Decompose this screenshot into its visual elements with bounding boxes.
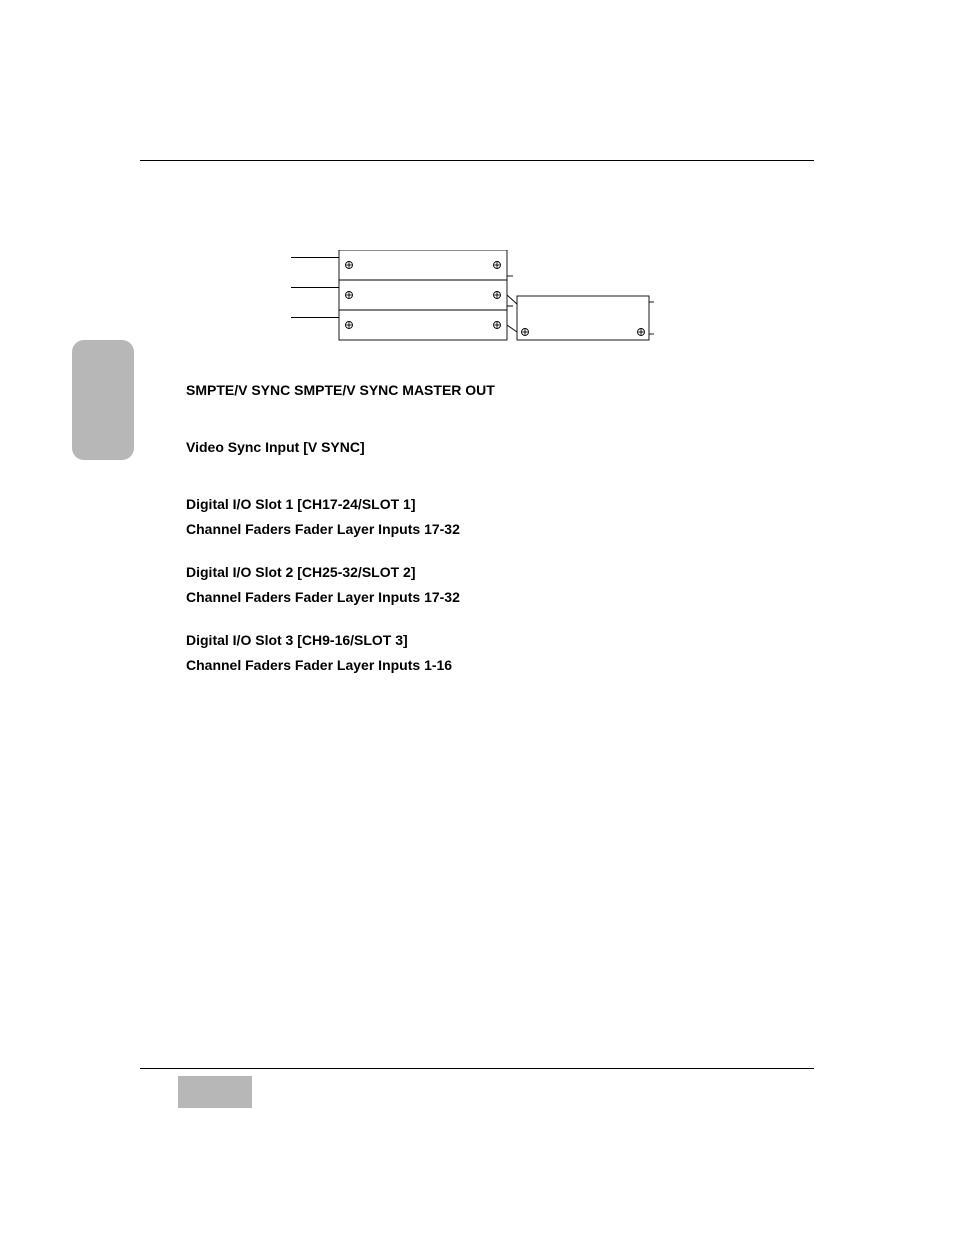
bold-smpte-1: SMPTE/V SYNC [186,382,290,398]
vsync-label: Video Sync Input [V SYNC] [186,437,768,458]
bottom-rule [140,1068,814,1069]
slot2-desc: Channel Faders Fader Layer Inputs 17-32 [186,587,768,608]
slot1-label: Digital I/O Slot 1 [CH17-24/SLOT 1] [186,494,768,515]
rack-diagram [287,250,667,350]
bold-channel-faders: Channel Faders [186,657,291,673]
bold-master-out: MASTER OUT [402,382,495,398]
para-smpte: SMPTE/V SYNC SMPTE/V SYNC MASTER OUT [186,380,768,401]
content-area: SMPTE/V SYNC SMPTE/V SYNC MASTER OUT Vid… [186,170,768,676]
document-page: SMPTE/V SYNC SMPTE/V SYNC MASTER OUT Vid… [0,0,954,1235]
slot1-desc: Channel Faders Fader Layer Inputs 17-32 [186,519,768,540]
bold-fader-layer: Fader Layer Inputs 17-32 [295,589,460,605]
bold-channel-faders: Channel Faders [186,521,291,537]
bold-channel-faders: Channel Faders [186,589,291,605]
bold-fader-layer: Fader Layer Inputs 1-16 [295,657,452,673]
slot3-desc: Channel Faders Fader Layer Inputs 1-16 [186,655,768,676]
slot3-label: Digital I/O Slot 3 [CH9-16/SLOT 3] [186,630,768,651]
side-tab [72,340,134,460]
page-number-box [178,1076,252,1108]
bold-fader-layer: Fader Layer Inputs 17-32 [295,521,460,537]
bold-smpte-2: SMPTE/V SYNC [294,382,398,398]
top-rule [140,160,814,161]
slot2-label: Digital I/O Slot 2 [CH25-32/SLOT 2] [186,562,768,583]
